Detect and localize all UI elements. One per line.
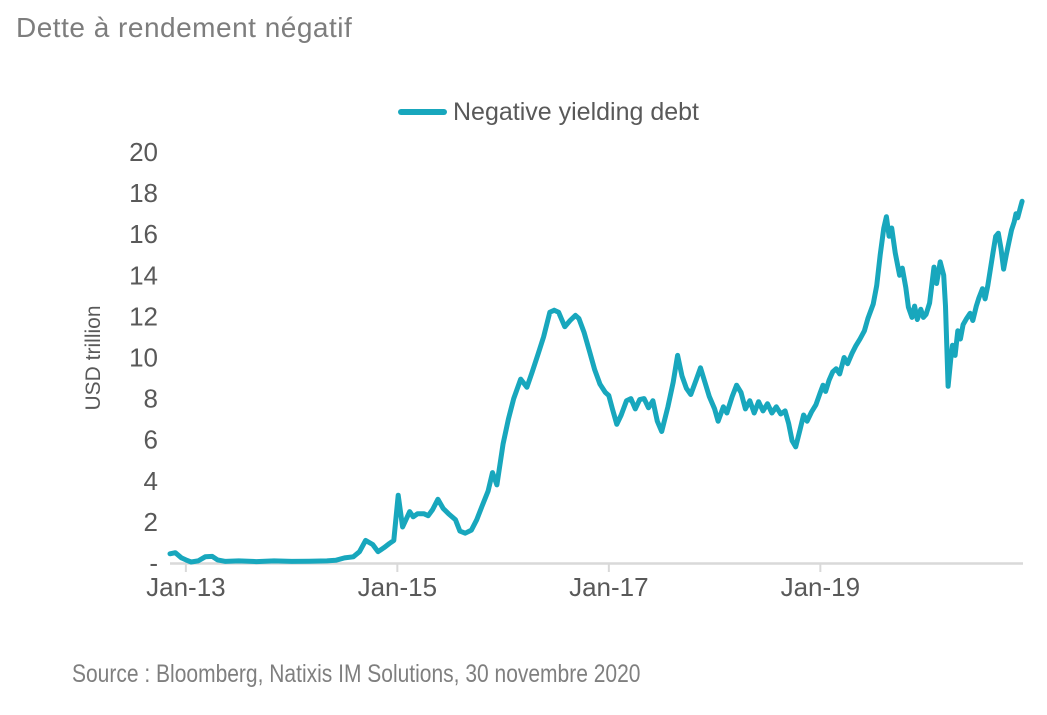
legend-label: Negative yielding debt [453, 97, 699, 126]
y-tick-label: - [149, 548, 158, 578]
legend: Negative yielding debt [398, 96, 699, 128]
y-tick-label: 14 [129, 260, 158, 290]
series-line-negative-yielding-debt [167, 198, 1025, 565]
y-tick-label: 20 [129, 137, 158, 167]
y-tick-label: 6 [144, 425, 158, 455]
source-note: Source : Bloomberg, Natixis IM Solutions… [72, 660, 641, 688]
x-tick-label: Jan-15 [358, 572, 438, 602]
y-tick-label: 10 [129, 343, 158, 373]
chart-title: Dette à rendement négatif [16, 12, 353, 43]
x-tick-label: Jan-13 [146, 572, 226, 602]
y-tick-label: 4 [144, 466, 158, 496]
y-tick-label: 8 [144, 384, 158, 414]
x-tick-label: Jan-17 [569, 572, 649, 602]
y-tick-label: 16 [129, 219, 158, 249]
y-tick-label: 2 [144, 507, 158, 537]
y-tick-label: 12 [129, 301, 158, 331]
x-tick-label: Jan-19 [781, 572, 861, 602]
y-tick-label: 18 [129, 178, 158, 208]
legend-line-swatch [398, 109, 447, 115]
